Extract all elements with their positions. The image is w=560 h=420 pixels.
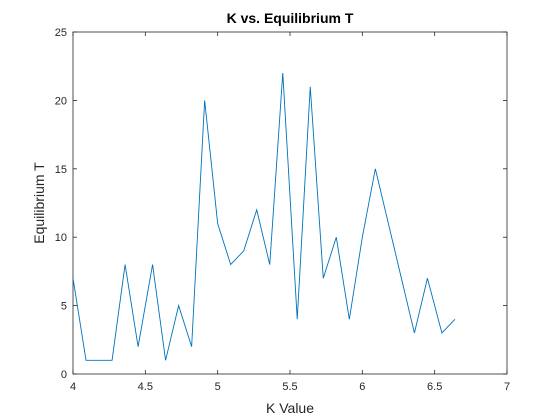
y-tick-label: 15 [55,164,67,176]
series-layer [72,73,456,361]
x-tick-label: 5 [215,381,221,393]
series-line [72,73,456,361]
x-tick-label: 5.5 [282,381,297,393]
chart-title: K vs. Equilibrium T [227,10,354,26]
tick-marks [72,31,508,375]
x-tick-label: 6.5 [427,381,442,393]
tick-labels: 4 4.5 5 5.5 6 6.5 7 0 5 10 15 20 25 [55,27,510,393]
y-tick-label: 0 [61,369,67,381]
x-tick-label: 6 [359,381,365,393]
x-axis-label: K Value [266,400,314,416]
y-tick-label: 10 [55,232,67,244]
y-axis-label: Equilibrium T [31,162,47,244]
y-tick-label: 25 [55,27,67,39]
x-tick-label: 4.5 [138,381,153,393]
y-tick-label: 5 [61,301,67,313]
x-tick-label: 4 [70,381,76,393]
x-tick-label: 7 [504,381,510,393]
y-tick-label: 20 [55,95,67,107]
